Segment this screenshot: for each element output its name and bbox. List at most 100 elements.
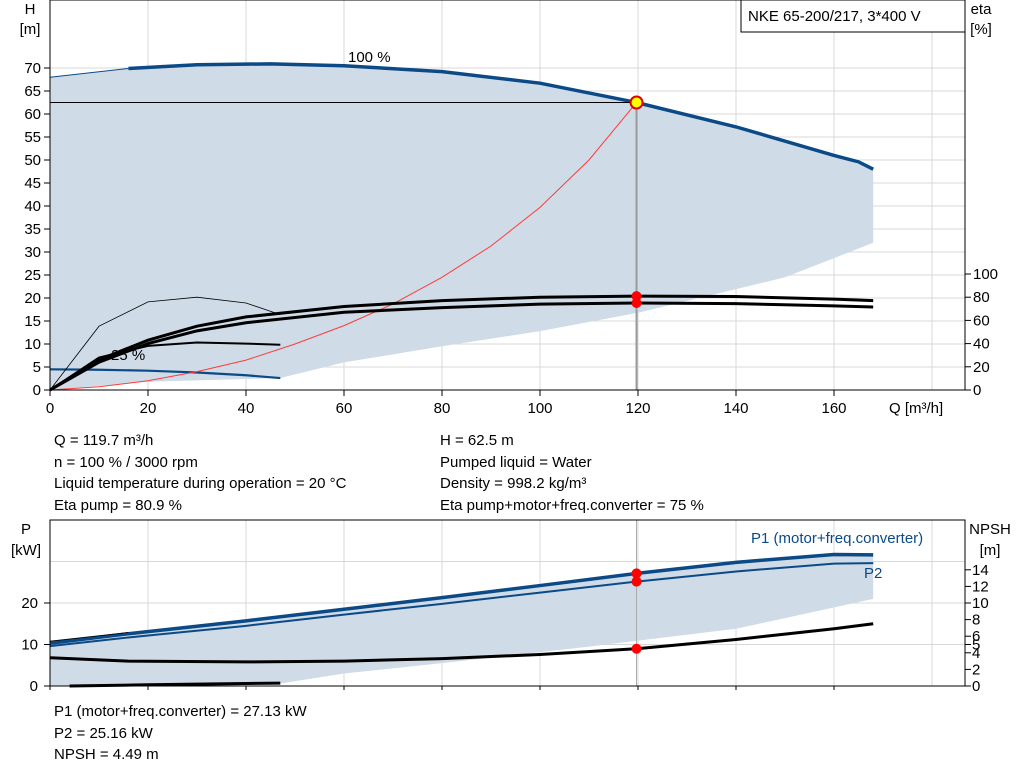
power-x-ticks [49,686,835,690]
h-tick-label: 65 [24,83,41,100]
npsh-tick-label: 4 [972,645,980,662]
h-tick-label: 35 [24,221,41,238]
eta-curve-25 [49,341,281,391]
power-markers [631,520,642,686]
npsh-tick-label: 14 [972,562,989,579]
h-tick-label: 10 [24,336,41,353]
h-axis-unit: [m] [20,21,41,38]
power-point-marker [631,576,642,587]
pump-label-box [740,0,966,33]
eta-pump-curve [49,294,874,392]
p-axis-unit: [kW] [11,542,41,559]
eta-y-ticks: 0 20 40 60 80 100 [965,266,998,399]
head-chart: 0 5 10 15 20 25 30 35 40 45 50 55 60 65 70 0 20 40 60 80 10… [20,0,998,417]
h-tick-label: 50 [24,152,41,169]
eta-axis-label: eta [971,1,993,18]
head-envelope [50,63,874,391]
p-tick-label: 10 [21,637,38,654]
eta-point-marker [631,291,642,302]
info-head: H = 62.5 m [440,432,514,449]
q-tick-label: 20 [140,400,157,417]
info-bottom: P1 (motor+freq.converter) = 27.13 kW P2 … [54,701,307,766]
p-tick-label: 0 [30,678,38,695]
h-tick-label: 45 [24,175,41,192]
h-tick-label: 30 [24,244,41,261]
q-tick-label: 160 [821,400,846,417]
npsh-tick-label: 6 [972,628,980,645]
info-density: Density = 998.2 kg/m³ [440,475,587,492]
eta-tick-label: 20 [973,359,990,376]
info-eta-pump: Eta pump = 80.9 % [54,496,182,514]
h-axis-label: H [25,1,36,18]
info-liquid: Pumped liquid = Water [440,453,592,471]
h-tick-label: 55 [24,129,41,146]
h-tick-label: 70 [24,60,41,77]
pump-label: NKE 65-200/217, 3*400 V [748,8,921,25]
npsh-extension [49,657,129,662]
eta-tick-label: 100 [973,266,998,283]
head-x-ticks: 0 20 40 60 80 100 120 140 160 [46,390,847,417]
head-y-ticks: 0 5 10 15 20 25 30 35 40 45 50 55 60 65 70 [24,60,50,399]
power-point-marker [631,643,642,654]
q-tick-label: 100 [527,400,552,417]
info-eta-total: Eta pump+motor+freq.converter = 75 % [440,496,704,514]
info-npsh: NPSH = 4.49 m [54,746,159,763]
npsh-tick-label: 8 [972,612,980,629]
npsh-tick-label: 2 [972,661,980,678]
power-envelope [50,554,874,686]
head-frame [49,0,966,391]
eta-tick-label: 40 [973,336,990,353]
p2-curve [49,562,874,648]
power-envelope-area [50,554,874,686]
q-tick-label: 60 [336,400,353,417]
npsh-tick-label: 12 [972,578,989,595]
p-axis-label: P [21,521,31,538]
info-p2: P2 = 25.16 kW [54,724,153,742]
q-tick-label: 140 [723,400,748,417]
npsh-tick-label: 0 [972,678,980,695]
npsh-tick-label: 5 [972,637,980,654]
eta-tick-label: 80 [973,289,990,306]
npsh-tick-label: 10 [972,595,989,612]
info-right: H = 62.5 m Pumped liquid = Water Density… [440,430,704,516]
q-tick-label: 120 [625,400,650,417]
head-envelope-area [50,63,874,391]
p1-extension [49,632,129,642]
eta-tick-label: 60 [973,312,990,329]
q-tick-label: 80 [434,400,451,417]
power-point-marker [631,568,642,579]
head-curve-100 [128,62,874,171]
eta-axis-unit: [%] [970,21,992,38]
head-markers [50,95,644,390]
npsh-curve [49,622,874,664]
eta-point-marker [631,298,642,308]
curve-25-label: 25 % [111,347,145,364]
h-tick-label: 5 [33,359,41,376]
power-y-ticks: 0 10 20 [21,595,50,695]
q-tick-label: 0 [46,400,54,417]
system-curve [49,102,637,391]
head-curve-25 [49,368,281,380]
curve-100-label: 100 % [348,49,391,66]
info-p1: P1 (motor+freq.converter) = 27.13 kW [54,703,307,720]
head-curves [49,62,874,392]
q-tick-label: 40 [238,400,255,417]
info-speed: n = 100 % / 3000 rpm [54,453,198,471]
h-tick-label: 25 [24,267,41,284]
p1-legend-label: P1 (motor+freq.converter) [751,530,923,547]
head-curve-extension [49,67,129,78]
info-left: Q = 119.7 m³/h n = 100 % / 3000 rpm Liqu… [54,430,346,516]
operating-point-marker [629,95,644,110]
q-axis-label: Q [m³/h] [889,400,943,417]
h-tick-label: 20 [24,290,41,307]
eta-total-curve [49,301,874,392]
eta-curve-25-thin [49,296,281,391]
npsh-axis-label: NPSH [969,521,1011,538]
info-flow: Q = 119.7 m³/h [54,432,154,449]
h-tick-label: 40 [24,198,41,215]
info-temperature: Liquid temperature during operation = 20… [54,475,347,492]
p-tick-label: 20 [21,595,38,612]
